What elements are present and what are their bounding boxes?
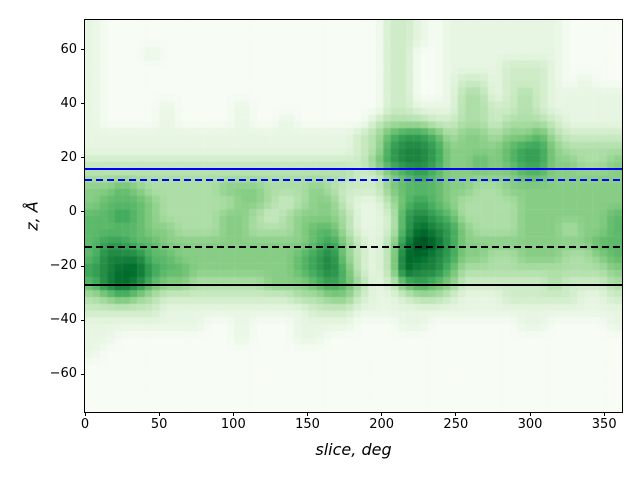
x-tick: [455, 412, 457, 416]
hline-lower-membrane-line-dashed: [85, 246, 622, 249]
x-tick: [381, 412, 383, 416]
x-axis-label: slice, deg: [315, 440, 392, 459]
hline-upper-membrane-line-solid: [85, 167, 622, 170]
x-tick-label: 250: [443, 417, 469, 432]
y-tick: [81, 157, 85, 159]
hline-lower-membrane-line-solid: [85, 283, 622, 286]
x-tick-label: 300: [517, 417, 543, 432]
y-tick-label: 60: [60, 41, 77, 57]
x-tick: [232, 412, 234, 416]
x-tick-label: 100: [220, 417, 246, 432]
x-tick-label: 0: [80, 417, 90, 432]
x-tick: [158, 412, 160, 416]
y-tick: [81, 103, 85, 105]
heatmap-canvas: [85, 20, 622, 412]
x-tick: [307, 412, 308, 416]
y-tick-label: −20: [49, 258, 77, 273]
x-tick-label: 200: [369, 417, 395, 432]
x-tick: [84, 412, 86, 416]
y-tick-label: −40: [49, 312, 77, 328]
x-tick-label: 150: [295, 417, 320, 432]
x-tick-label: 350: [591, 417, 617, 432]
hline-upper-membrane-line-dashed: [85, 178, 622, 181]
y-tick: [81, 319, 85, 321]
y-tick-label: 20: [60, 149, 77, 165]
y-tick: [81, 49, 85, 51]
y-tick-label: 40: [60, 95, 77, 111]
y-axis-label: z, Å: [22, 201, 42, 231]
x-tick-label: 50: [150, 417, 168, 432]
y-tick-label: −60: [49, 366, 77, 382]
x-tick: [603, 412, 605, 416]
x-tick: [529, 412, 531, 416]
y-tick-label: 0: [68, 203, 77, 219]
axes: 0 50 100 150 200 250 300 350 −60 −40 −20 0 20 40 60 sl…: [23, 19, 623, 459]
y-tick: [81, 211, 85, 213]
y-tick: [81, 373, 85, 375]
y-tick: [81, 265, 85, 267]
